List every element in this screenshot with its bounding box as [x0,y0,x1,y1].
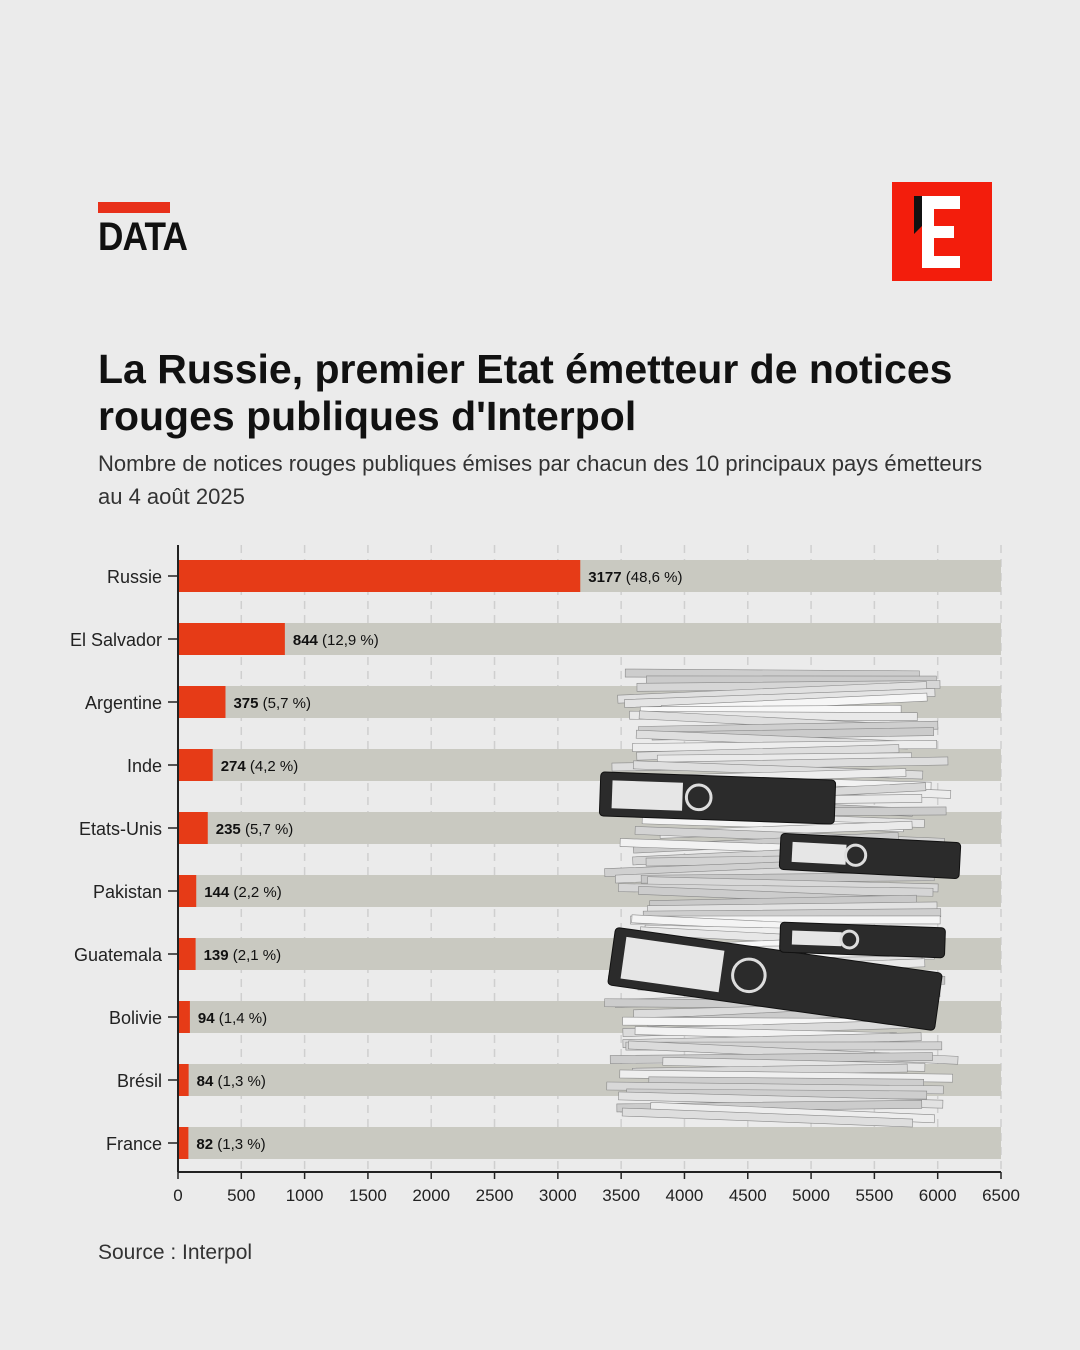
value-number: 139 [204,947,229,964]
value-percent: (5,7 %) [259,695,312,712]
bar [178,686,226,718]
value-percent: (4,2 %) [246,758,299,775]
chart-title: La Russie, premier Etat émetteur de noti… [98,346,953,439]
bar [178,623,285,655]
value-number: 844 [293,632,319,649]
binder-spine [779,921,946,959]
badge-accent-bar [98,202,170,213]
binder-ring [731,957,767,994]
binder-label [791,841,847,865]
publisher-logo [892,182,992,281]
bar [178,749,213,781]
category-label: Guatemala [74,945,163,965]
category-label: France [106,1134,162,1154]
papers-binders-illustration [598,668,962,1128]
value-number: 3177 [588,569,621,586]
binder [779,921,946,959]
category-label: El Salvador [70,630,162,650]
axes: 0 500 1000 1500 2000 2500 3000 3500 4000 4500 5000… [168,545,1020,1205]
bars [178,560,581,1159]
bar-track [178,623,1001,655]
bar [178,560,581,592]
value-label: 274 (4,2 %) [221,758,299,775]
bar [178,1127,189,1159]
x-tick-label: 0 [173,1186,182,1205]
binder-ring [684,783,713,812]
category-label: Argentine [85,693,162,713]
category-label: Russie [107,567,162,587]
bar-track [178,1127,1001,1159]
value-label: 3177 (48,6 %) [588,569,682,586]
value-percent: (1,3 %) [213,1073,266,1090]
category-label: Inde [127,756,162,776]
binder-label [611,780,684,811]
x-tick-label: 3000 [539,1186,577,1205]
x-tick-label: 4000 [666,1186,704,1205]
value-label: 375 (5,7 %) [233,695,311,712]
value-percent: (1,4 %) [215,1010,268,1027]
value-percent: (12,9 %) [318,632,379,649]
data-section-badge: DATA [98,202,188,259]
x-tick-label: 500 [227,1186,255,1205]
x-tick-label: 6500 [982,1186,1020,1205]
chart-subtitle: Nombre de notices rouges publiques émise… [98,451,983,509]
value-label: 844 (12,9 %) [293,632,379,649]
x-tick-label: 2500 [476,1186,514,1205]
x-tick-label: 2000 [412,1186,450,1205]
binder [598,771,837,825]
value-percent: (48,6 %) [622,569,683,586]
value-percent: (2,1 %) [229,947,282,964]
category-label: Etats-Unis [79,819,162,839]
value-label: 94 (1,4 %) [198,1010,267,1027]
source-note: Source : Interpol [98,1241,253,1264]
bar [178,875,197,907]
value-percent: (1,3 %) [213,1136,266,1153]
bar [178,1001,190,1033]
value-percent: (2,2 %) [229,884,282,901]
value-number: 94 [198,1010,215,1027]
bar-chart: Russie 3177 (48,6 %) El Salvador 844 (12,9 … [70,545,1020,1205]
badge-label: DATA [98,215,188,259]
category-label: Bolivie [109,1008,162,1028]
value-labels: Russie 3177 (48,6 %) El Salvador 844 (12,9 … [70,567,683,1154]
x-tick-label: 1000 [286,1186,324,1205]
value-percent: (5,7 %) [241,821,294,838]
value-label: 84 (1,3 %) [197,1073,266,1090]
x-tick-label: 4500 [729,1186,767,1205]
value-label: 235 (5,7 %) [216,821,294,838]
binder-label [620,936,725,993]
binder [607,927,943,1031]
x-tick-label: 3500 [602,1186,640,1205]
value-number: 144 [204,884,230,901]
category-label: Pakistan [93,882,162,902]
value-number: 84 [197,1073,214,1090]
category-label: Brésil [117,1071,162,1091]
value-label: 139 (2,1 %) [204,947,282,964]
bar [178,812,208,844]
value-number: 375 [233,695,258,712]
value-label: 144 (2,2 %) [204,884,282,901]
value-label: 82 (1,3 %) [196,1136,265,1153]
binder-ring [839,929,860,950]
binder-label [791,930,842,947]
binder [778,833,962,879]
logo-e-icon [914,196,960,268]
paper-sheet [621,1107,914,1128]
x-tick-label: 6000 [919,1186,957,1205]
x-tick-label: 5000 [792,1186,830,1205]
value-number: 82 [196,1136,213,1153]
value-number: 274 [221,758,247,775]
value-number: 235 [216,821,241,838]
binder-ring [844,843,868,867]
bar [178,938,196,970]
bar [178,1064,189,1096]
x-tick-label: 1500 [349,1186,387,1205]
x-tick-label: 5500 [855,1186,893,1205]
